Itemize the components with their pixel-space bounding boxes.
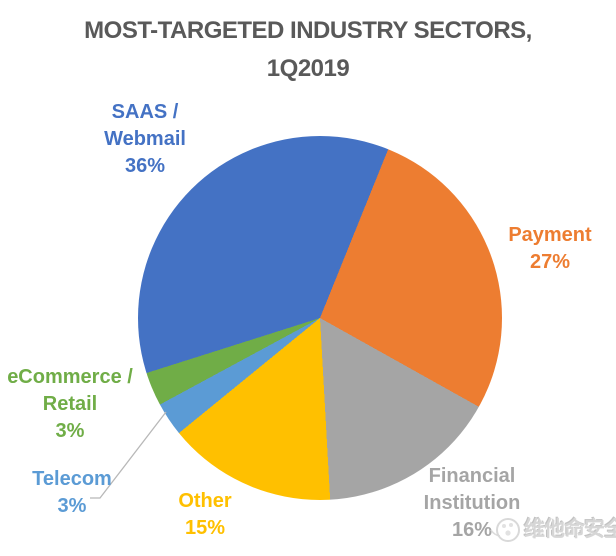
slice-label-value: 15% — [184, 517, 226, 539]
slice-label-telecom: Telecom 3% — [0, 466, 162, 520]
pie-chart — [138, 136, 502, 500]
slice-label-line: eCommerce / — [7, 366, 133, 388]
slice-label-financial-institution: Financial Institution 16% — [382, 463, 562, 544]
slice-label-value: 16% — [451, 519, 493, 541]
slice-label-line: Retail — [42, 393, 98, 415]
slice-label-line: SAAS / — [111, 101, 179, 123]
slice-label-value: 3% — [57, 495, 87, 517]
slice-label-ecommerce-retail: eCommerce / Retail 3% — [0, 364, 160, 445]
slice-label-value: 36% — [124, 155, 166, 177]
chart-title: MOST-TARGETED INDUSTRY SECTORS, 1Q2019 — [4, 12, 612, 88]
slice-label-line: Other — [178, 490, 232, 512]
chart-title-line1: MOST-TARGETED INDUSTRY SECTORS, — [84, 17, 532, 44]
chart-title-line2: 1Q2019 — [266, 55, 350, 82]
slice-label-line: Telecom — [32, 468, 112, 490]
slice-label-value: 27% — [529, 251, 571, 273]
slice-label-line: Institution — [423, 492, 521, 514]
slice-label-line: Payment — [508, 224, 592, 246]
slice-label-value: 3% — [55, 420, 85, 442]
slice-label-line: Financial — [428, 465, 516, 487]
slice-label-saas-webmail: SAAS / Webmail 36% — [45, 99, 245, 180]
slice-label-line: Webmail — [104, 128, 186, 150]
slice-label-other: Other 15% — [115, 488, 295, 542]
slice-label-payment: Payment 27% — [460, 222, 616, 276]
